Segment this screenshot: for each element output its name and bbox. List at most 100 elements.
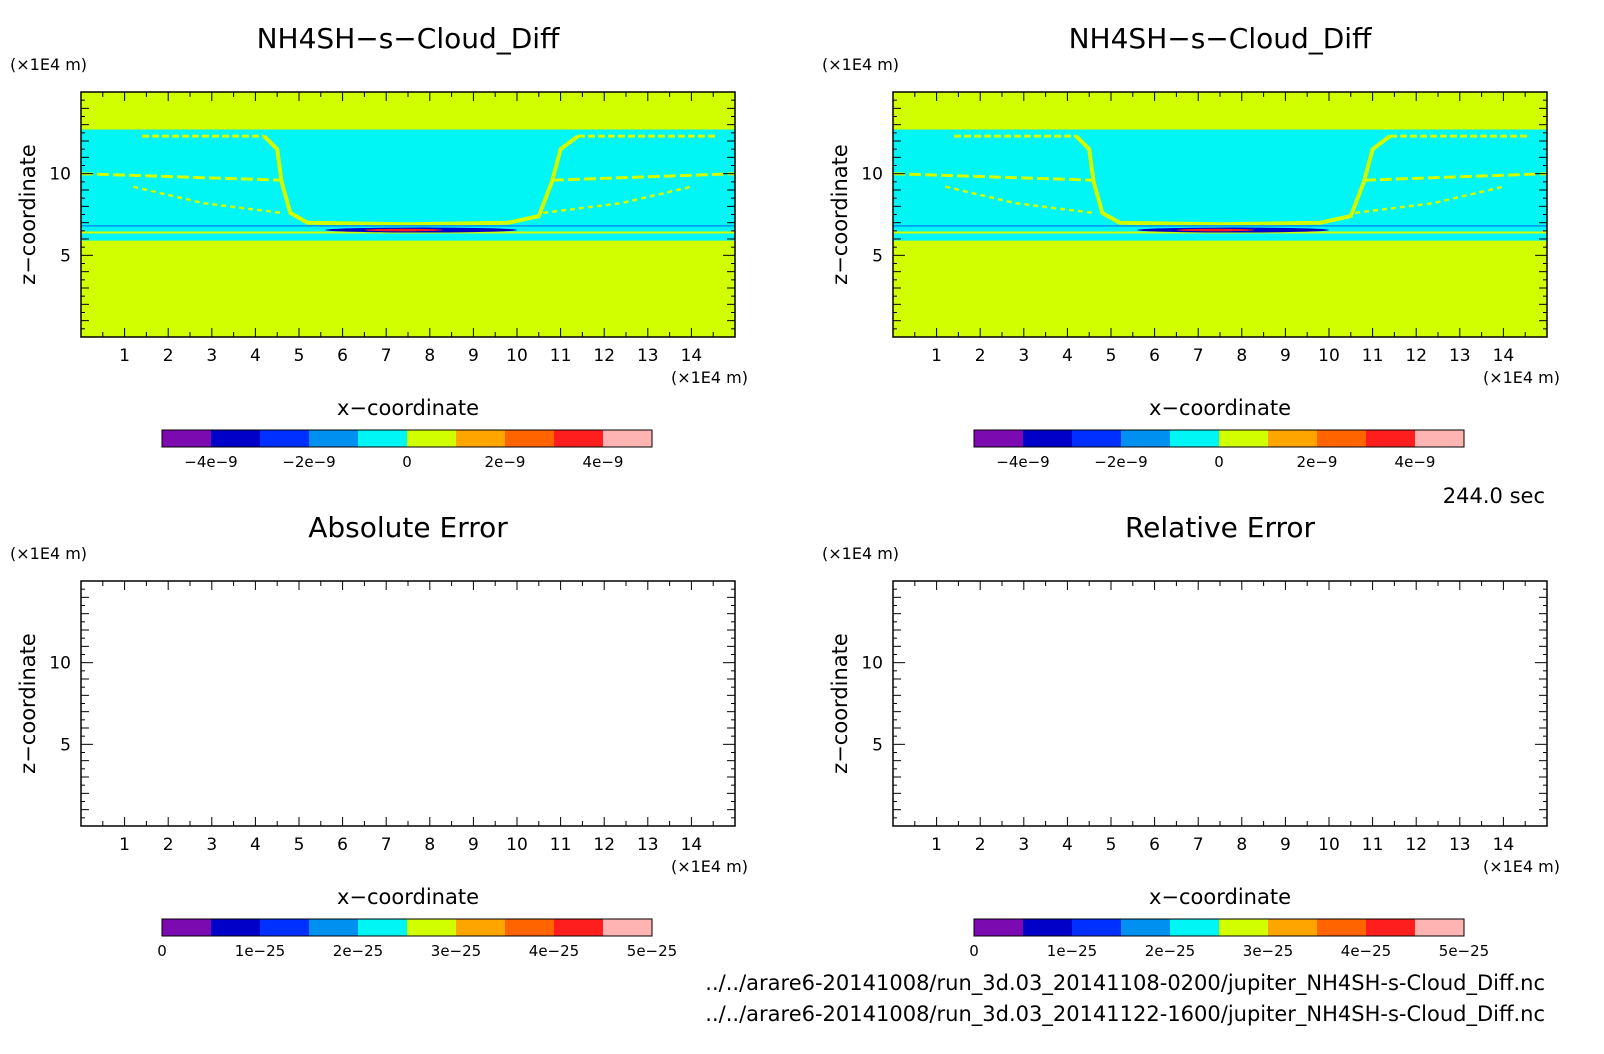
colorbar-tick-label: 0: [157, 942, 167, 960]
x-tick-label: 1: [931, 835, 942, 855]
x-tick-label: 5: [294, 346, 305, 366]
cloud-band: [81, 129, 735, 241]
x-tick-label: 10: [1318, 346, 1340, 366]
colorbar-segment: [162, 430, 212, 447]
colorbar-tick-label: 0: [1214, 453, 1224, 471]
x-tick-label: 13: [637, 835, 659, 855]
colorbar-tick-label: 5e−25: [627, 942, 677, 960]
chart-title: NH4SH−s−Cloud_Diff: [1069, 22, 1372, 55]
colorbar-frame: [973, 429, 1465, 448]
x-unit-label: (×1E4 m): [671, 857, 748, 876]
colorbar-segment: [358, 430, 408, 447]
y-tick-label: 10: [861, 654, 883, 674]
colorbar-tick-label: 4e−25: [529, 942, 579, 960]
colorbar-segment: [1219, 430, 1269, 447]
cloud-contour-main: [262, 134, 580, 227]
x-tick-label: 7: [381, 835, 392, 855]
x-tick-label: 11: [1362, 346, 1384, 366]
x-tick-label: 8: [424, 346, 435, 366]
cloud-band: [893, 129, 1547, 241]
colorbar-segment: [358, 919, 408, 936]
y-axis-label: z−coordinate: [828, 633, 852, 774]
colorbar-tick-label: 4e−25: [1341, 942, 1391, 960]
colorbar-segment: [1317, 430, 1367, 447]
y-ticks: [893, 99, 1547, 330]
cloud-contour-mid-right: [1363, 172, 1548, 182]
colorbar-tick-label: 3e−25: [1243, 942, 1293, 960]
x-tick-label: 6: [1149, 835, 1160, 855]
colorbar-segment: [505, 919, 555, 936]
y-unit-label: (×1E4 m): [822, 55, 899, 74]
colorbar-tick-label: 2e−25: [1145, 942, 1195, 960]
x-tick-label: 3: [1018, 346, 1029, 366]
x-unit-label: (×1E4 m): [1483, 368, 1560, 387]
colorbar-segment: [1170, 430, 1220, 447]
cloud-contour-main: [1074, 134, 1392, 227]
colorbar-segment: [309, 919, 359, 936]
x-tick-label: 13: [637, 346, 659, 366]
x-tick-label: 11: [1362, 835, 1384, 855]
y-tick-label: 5: [60, 735, 71, 755]
x-tick-label: 5: [1106, 835, 1117, 855]
y-tick-label: 10: [49, 165, 71, 185]
x-tick-label: 10: [506, 835, 528, 855]
cloud-contour-mid-left: [80, 172, 282, 182]
file-path-1: ../../arare6-20141008/run_3d.03_20141108…: [705, 971, 1545, 996]
colorbar-segment: [260, 919, 310, 936]
y-unit-label: (×1E4 m): [10, 544, 87, 563]
colorbar-segment: [456, 430, 506, 447]
x-tick-label: 10: [1318, 835, 1340, 855]
colorbar-segment: [1219, 919, 1269, 936]
y-unit-label: (×1E4 m): [822, 544, 899, 563]
colorbar-tick-label: 4e−9: [583, 453, 624, 471]
colorbar-segment: [260, 430, 310, 447]
colorbar-segment: [407, 919, 457, 936]
colorbar-segment: [1072, 919, 1122, 936]
y-tick-label: 5: [872, 735, 883, 755]
chart-title: Absolute Error: [308, 511, 508, 544]
colorbar-segment: [603, 919, 653, 936]
colorbar-frame: [973, 918, 1465, 937]
x-tick-label: 6: [337, 346, 348, 366]
colorbar-tick-label: 3e−25: [431, 942, 481, 960]
colorbar-segment: [1023, 430, 1073, 447]
colorbar-tick-label: −2e−9: [282, 453, 335, 471]
x-axis-label: x−coordinate: [337, 885, 479, 909]
colorbar-segment: [1121, 919, 1171, 936]
colorbar-tick-label: 1e−25: [1047, 942, 1097, 960]
y-ticks: [81, 99, 735, 330]
x-unit-label: (×1E4 m): [1483, 857, 1560, 876]
colorbar-segment: [1415, 430, 1465, 447]
colorbar-segment: [456, 919, 506, 936]
x-unit-label: (×1E4 m): [671, 368, 748, 387]
x-tick-label: 12: [1405, 346, 1427, 366]
colorbar-segment: [1170, 919, 1220, 936]
chart-title: Relative Error: [1125, 511, 1316, 544]
chart-panel-4: Relative Error(×1E4 m)1 2 3 4 5 6 7 8 9 10 11 12 13 1…: [822, 511, 1560, 960]
x-tick-label: 9: [1280, 346, 1291, 366]
colorbar-tick-label: 2e−9: [1297, 453, 1338, 471]
x-tick-label: 3: [1018, 835, 1029, 855]
x-tick-label: 13: [1449, 835, 1471, 855]
colorbar-segment: [1415, 919, 1465, 936]
x-tick-label: 1: [931, 346, 942, 366]
x-tick-label: 2: [975, 835, 986, 855]
x-tick-label: 9: [1280, 835, 1291, 855]
colorbar: 0 1e−25 2e−25 3e−25 4e−25 5e−25: [157, 918, 677, 960]
colorbar: −4e−9 −2e−9 0 2e−9 4e−9: [161, 429, 653, 471]
cloud-max-core: [364, 228, 443, 232]
colorbar-segment: [407, 430, 457, 447]
cloud-contour-arc-right: [543, 185, 692, 215]
x-tick-label: 12: [593, 835, 615, 855]
cloud-contour-mid-right: [551, 172, 736, 182]
x-tick-label: 1: [119, 835, 130, 855]
colorbar-tick-label: 2e−25: [333, 942, 383, 960]
x-tick-label: 13: [1449, 346, 1471, 366]
colorbar-segment: [1317, 919, 1367, 936]
x-tick-label: 6: [337, 835, 348, 855]
cloud-field: [80, 129, 736, 241]
colorbar-segment: [554, 919, 604, 936]
x-tick-label: 4: [250, 346, 261, 366]
colorbar-frame: [161, 429, 653, 448]
colorbar: −4e−9 −2e−9 0 2e−9 4e−9: [973, 429, 1465, 471]
